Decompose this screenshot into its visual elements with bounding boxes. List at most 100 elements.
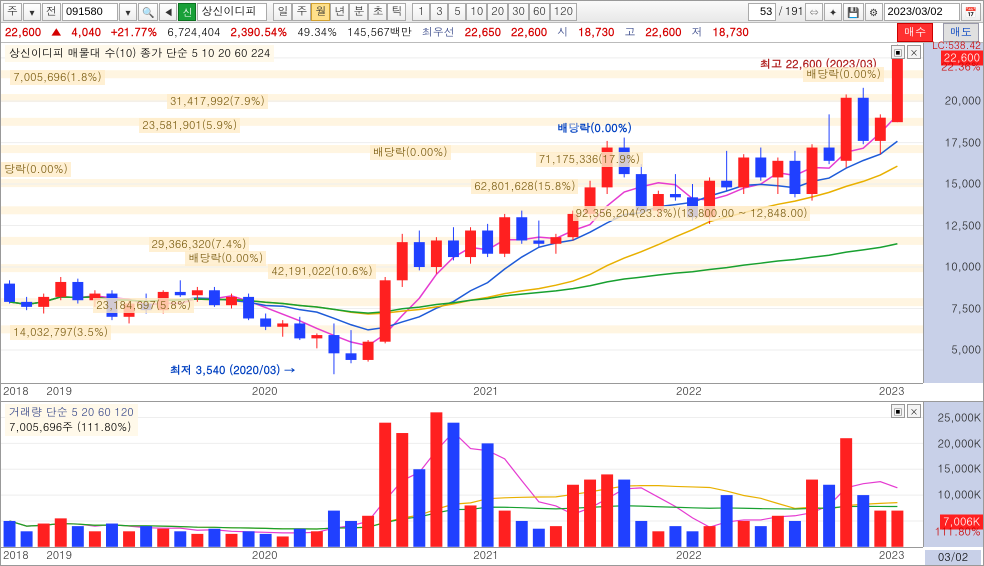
vol-xtick: 2019 xyxy=(44,548,250,565)
interval-1[interactable]: 1 xyxy=(412,3,430,21)
code-input[interactable] xyxy=(62,3,118,21)
vol-close-icon[interactable]: × xyxy=(907,404,921,418)
chart-annotation: 62,801,628(15.8%) xyxy=(471,179,578,194)
calendar-icon[interactable]: 📅 xyxy=(961,3,981,21)
sin-icon[interactable]: 신 xyxy=(178,3,196,21)
chart-annotation: 7,005,696(1.8%) xyxy=(10,70,104,85)
vol-ytick: 10,000K xyxy=(938,488,981,503)
amount: 145,567백만 xyxy=(347,25,412,40)
chart-annotation: 배당락(0.00%) xyxy=(185,251,266,266)
period-분[interactable]: 분 xyxy=(349,3,368,21)
dropdown-icon[interactable]: ▾ xyxy=(23,3,41,21)
volume-legend: 거래량 단순 5 20 60 120 7,005,696주 (111.80%) xyxy=(5,404,138,436)
xtick: 2020 xyxy=(250,384,471,401)
chart-annotation: 배당락(0.00%) xyxy=(554,121,635,136)
chart-annotation: 71,175,336(17.9%) xyxy=(536,152,643,167)
interval-120[interactable]: 120 xyxy=(550,3,577,21)
ytick: 5,000 xyxy=(951,342,981,357)
period-초[interactable]: 초 xyxy=(368,3,387,21)
volume: 6,724,404 xyxy=(167,25,220,40)
stock-name: 상신이디피 xyxy=(197,3,267,21)
vol-date-label: 03/02 xyxy=(925,550,981,565)
ytick: 17,500 xyxy=(945,135,981,150)
change-pct: +21.77% xyxy=(111,25,157,40)
open-label: 시 xyxy=(557,25,568,40)
vol-pct: 111.80% xyxy=(935,525,981,540)
xtick: 2021 xyxy=(471,384,674,401)
vol-xtick: 2023 xyxy=(877,548,923,565)
priority-label: 최우선 xyxy=(422,25,455,40)
buy-button[interactable]: 매수 xyxy=(897,23,933,42)
pct-label: 22.36% xyxy=(941,60,981,75)
turnover: 49.34% xyxy=(297,25,337,40)
xtick: 2018 xyxy=(1,384,44,401)
ytick: 20,000 xyxy=(945,94,981,109)
price-chart[interactable]: ↓ 상신이디피 매물대 수(10) 종가 단순 5 10 20 60 224 ▣… xyxy=(1,43,983,402)
chart-annotation: 배당락(0.00%) xyxy=(803,67,884,82)
ytick: 10,000 xyxy=(945,260,981,275)
toolbar: 주 ▾ 전 ▾ 🔍 ◀ 신 상신이디피 일주월년분초틱 135102030601… xyxy=(1,1,983,23)
xtick: 2023 xyxy=(877,384,923,401)
search-icon[interactable]: 🔍 xyxy=(138,3,158,21)
interval-5[interactable]: 5 xyxy=(448,3,466,21)
chart-area: ↓ 상신이디피 매물대 수(10) 종가 단순 5 10 20 60 224 ▣… xyxy=(1,43,983,565)
change-sym: ▲ xyxy=(51,25,61,40)
vol-ytick: 20,000K xyxy=(938,436,981,451)
period-일[interactable]: 일 xyxy=(273,3,292,21)
vol-expand-icon[interactable]: ▣ xyxy=(891,404,905,418)
xtick: 2019 xyxy=(44,384,250,401)
chart-annotation: 42,191,022(10.6%) xyxy=(268,264,375,279)
pager-sep: / xyxy=(778,4,783,19)
tool2-icon[interactable]: ✦ xyxy=(824,3,842,21)
chart-annotation: 92,356,204(23.3%)(13,800.00 ~ 12,848.00) xyxy=(573,206,811,221)
chart-annotation: 23,184,697(5.8%) xyxy=(93,298,194,313)
interval-3[interactable]: 3 xyxy=(430,3,448,21)
vol-xtick: 2020 xyxy=(250,548,471,565)
tool1-icon[interactable]: ⇔ xyxy=(805,3,823,21)
chart-annotation: 당락(0.00%) xyxy=(1,162,71,177)
bid: 22,650 xyxy=(465,25,501,40)
chart-annotation: 14,032,797(3.5%) xyxy=(10,325,111,340)
price-legend: 상신이디피 매물대 수(10) 종가 단순 5 10 20 60 224 xyxy=(5,45,274,62)
period-주[interactable]: 주 xyxy=(292,3,311,21)
interval-60[interactable]: 60 xyxy=(529,3,550,21)
save-icon[interactable]: 💾 xyxy=(843,3,863,21)
chart-window: 주 ▾ 전 ▾ 🔍 ◀ 신 상신이디피 일주월년분초틱 135102030601… xyxy=(0,0,984,566)
close-panel-icon[interactable]: × xyxy=(907,45,921,59)
pager-total: 191 xyxy=(785,4,804,19)
chart-annotation: 배당락(0.00%) xyxy=(370,145,451,160)
chart-annotation: 31,417,992(7.9%) xyxy=(167,94,268,109)
interval-30[interactable]: 30 xyxy=(508,3,529,21)
period-틱[interactable]: 틱 xyxy=(387,3,406,21)
date-input[interactable] xyxy=(884,3,960,21)
open: 18,730 xyxy=(578,25,614,40)
code-dropdown-icon[interactable]: ▾ xyxy=(119,3,137,21)
chart-annotation: 최저 3,540 (2020/03) → xyxy=(167,363,298,378)
interval-10[interactable]: 10 xyxy=(466,3,487,21)
high: 22,600 xyxy=(645,25,681,40)
settings-icon[interactable]: ⚙ xyxy=(865,3,883,21)
vol-ytick: 25,000K xyxy=(938,410,981,425)
current-price: 22,600 xyxy=(5,25,41,40)
prev-icon[interactable]: ◀ xyxy=(159,3,177,21)
vol-xtick: 2018 xyxy=(1,548,44,565)
vol-xtick: 2022 xyxy=(674,548,877,565)
pager-current[interactable] xyxy=(748,3,776,21)
jeon-button[interactable]: 전 xyxy=(42,3,61,21)
ytick: 15,000 xyxy=(945,177,981,192)
volume-chart[interactable]: 거래량 단순 5 20 60 120 7,005,696주 (111.80%) … xyxy=(1,402,983,565)
info-row: 22,600 ▲ 4,040 +21.77% 6,724,404 2,390.5… xyxy=(1,23,983,43)
volume-pct: 2,390.54% xyxy=(230,25,287,40)
ask: 22,600 xyxy=(511,25,547,40)
ytick: 7,500 xyxy=(951,301,981,316)
expand-icon[interactable]: ▣ xyxy=(891,45,905,59)
low-label: 저 xyxy=(692,25,703,40)
ytick: 12,500 xyxy=(945,218,981,233)
vol-xtick: 2021 xyxy=(471,548,674,565)
period-월[interactable]: 월 xyxy=(311,3,330,21)
chart-annotation: 23,581,901(5.9%) xyxy=(139,118,240,133)
ju-button[interactable]: 주 xyxy=(3,3,22,21)
period-년[interactable]: 년 xyxy=(330,3,349,21)
xtick: 2022 xyxy=(674,384,877,401)
interval-20[interactable]: 20 xyxy=(487,3,508,21)
